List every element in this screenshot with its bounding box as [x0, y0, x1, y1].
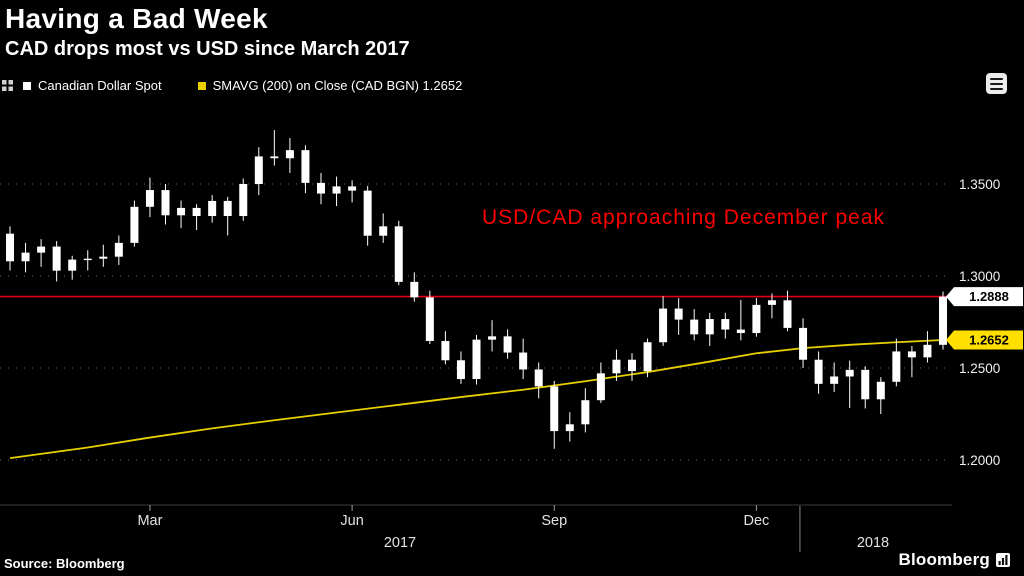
candle — [861, 369, 870, 400]
candle — [596, 373, 605, 401]
svg-text:Dec: Dec — [744, 513, 770, 529]
candle — [99, 256, 108, 259]
candle — [705, 319, 714, 335]
candle — [488, 336, 497, 340]
candle — [348, 186, 357, 191]
candle — [752, 304, 761, 334]
candle — [643, 342, 652, 372]
candle — [628, 359, 636, 372]
candle — [83, 258, 92, 261]
x-axis: Mar Jun Sep Dec 2017 2018 — [0, 504, 952, 552]
candle — [845, 369, 854, 377]
page-title: Having a Bad Week — [5, 3, 268, 34]
page-subtitle: CAD drops most vs USD since March 2017 — [5, 38, 410, 60]
candle — [425, 297, 434, 341]
candle — [130, 206, 139, 243]
cad-spot-swatch-icon — [23, 81, 31, 90]
svg-text:1.2652: 1.2652 — [969, 333, 1009, 348]
legend: Canadian Dollar Spot SMAVG (200) on Clos… — [2, 78, 462, 93]
svg-text:1.2500: 1.2500 — [959, 361, 1000, 376]
candle — [21, 252, 30, 262]
candle — [550, 386, 559, 432]
candle — [690, 319, 699, 335]
candle — [503, 336, 512, 353]
candle — [767, 300, 776, 305]
candle — [456, 360, 465, 380]
candle — [923, 344, 932, 358]
candle — [659, 308, 668, 343]
candle — [6, 233, 14, 262]
candle — [114, 242, 123, 257]
last-price-badge: 1.2888 — [946, 287, 1023, 307]
sma-price-badge: 1.2652 — [946, 330, 1023, 350]
chart-settings-icon[interactable] — [986, 73, 1007, 94]
candle — [876, 381, 885, 400]
candle — [379, 226, 388, 236]
legend-item-smavg[interactable]: SMAVG (200) on Close (CAD BGN) 1.2652 — [197, 78, 463, 93]
menu-bar-icon — [990, 82, 1003, 85]
source-text: Source: Bloomberg — [4, 556, 125, 571]
candle — [223, 200, 232, 217]
candle — [736, 329, 745, 334]
candle — [410, 281, 419, 298]
chart-annotation: USD/CAD approaching December peak — [482, 206, 886, 229]
bloomberg-logo-text: Bloomberg — [898, 550, 990, 569]
candle — [565, 424, 574, 432]
bloomberg-logo: Bloomberg — [898, 550, 1010, 570]
candle — [145, 190, 154, 207]
candle — [270, 156, 279, 159]
candle — [394, 226, 403, 282]
candle — [907, 351, 916, 358]
legend-grid-icon[interactable] — [2, 80, 13, 91]
svg-text:1.2000: 1.2000 — [959, 453, 1000, 468]
svg-text:Sep: Sep — [541, 513, 567, 529]
candle — [208, 200, 217, 217]
candle — [830, 376, 839, 384]
candle — [534, 369, 543, 387]
candle — [441, 340, 450, 361]
legend-label-smavg: SMAVG (200) on Close (CAD BGN) 1.2652 — [212, 78, 463, 93]
candle — [472, 339, 481, 380]
candle — [301, 150, 310, 183]
svg-text:1.3500: 1.3500 — [959, 177, 1000, 192]
svg-text:1.3000: 1.3000 — [959, 269, 1000, 284]
candle — [192, 207, 201, 217]
candle — [37, 246, 46, 253]
svg-text:Mar: Mar — [137, 513, 162, 529]
svg-text:2017: 2017 — [384, 535, 416, 551]
candle — [721, 319, 730, 330]
candle — [285, 150, 294, 159]
candle — [161, 190, 170, 216]
candle — [783, 300, 792, 328]
svg-text:2018: 2018 — [857, 535, 889, 551]
bloomberg-logo-icon — [996, 553, 1010, 567]
candle — [612, 359, 621, 374]
svg-text:1.2888: 1.2888 — [969, 289, 1009, 304]
candle — [239, 184, 248, 217]
legend-item-cad-spot[interactable]: Canadian Dollar Spot — [23, 78, 162, 93]
candle — [581, 400, 590, 425]
candle — [177, 207, 186, 216]
svg-text:Jun: Jun — [340, 513, 363, 529]
candle — [799, 327, 808, 360]
candle — [68, 259, 77, 271]
menu-bar-icon — [990, 87, 1003, 90]
candle — [254, 156, 263, 184]
candle — [519, 352, 528, 370]
y-axis-labels: 1.3500 1.3000 1.2500 1.2000 — [959, 177, 1000, 468]
menu-bar-icon — [990, 77, 1003, 80]
candle — [363, 190, 372, 236]
legend-label-cad-spot: Canadian Dollar Spot — [38, 78, 162, 93]
sma-line — [9, 339, 944, 460]
candle — [317, 182, 325, 194]
candle — [674, 308, 683, 320]
candle — [939, 296, 947, 345]
candle — [814, 359, 823, 384]
smavg-swatch-icon — [197, 81, 206, 90]
candle — [332, 186, 341, 194]
candle — [52, 246, 61, 271]
candles — [6, 130, 947, 449]
candle — [892, 351, 901, 382]
